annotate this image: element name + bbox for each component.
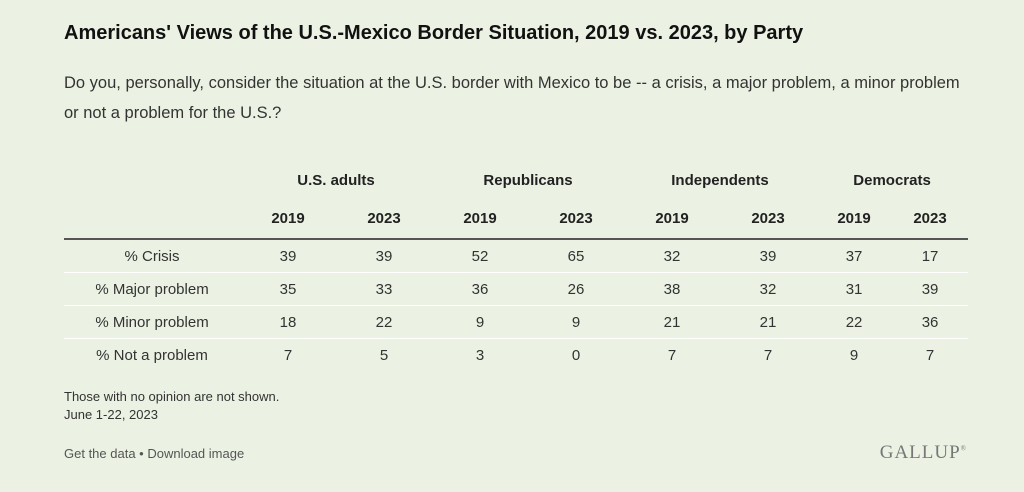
table-row-minor-problem: % Minor problem 18 22 9 9 21 21 22 36 <box>64 305 969 339</box>
chart-subtitle: Do you, personally, consider the situati… <box>64 74 960 122</box>
year-header: 2019 <box>432 198 529 240</box>
table-cell: 39 <box>240 239 336 273</box>
gallup-logo: GALLUP® <box>880 442 966 464</box>
table-row-major-problem: % Major problem 35 33 36 26 38 32 31 39 <box>64 272 969 306</box>
results-table: U.S. adults Republicans Independents Dem… <box>64 162 969 372</box>
table-row-crisis: % Crisis 39 39 52 65 32 39 37 17 <box>64 239 969 273</box>
table-cell: 9 <box>849 346 859 364</box>
row-label: % Major problem <box>64 272 240 306</box>
row-label: % Minor problem <box>64 305 240 339</box>
table-cell: 9 <box>528 305 625 339</box>
row-label: % Not a problem <box>96 346 208 364</box>
group-header-row: U.S. adults Republicans Independents Dem… <box>64 162 968 198</box>
group-header-republicans: Republicans <box>483 171 573 189</box>
link-separator: • <box>135 446 148 461</box>
table-cell: 31 <box>816 272 893 306</box>
get-data-link[interactable]: Get the data <box>64 446 136 461</box>
footnote-date: June 1-22, 2023 <box>64 407 158 422</box>
year-header: 2019 <box>624 198 721 240</box>
table-cell: 39 <box>892 272 969 306</box>
header-spacer <box>64 162 240 198</box>
year-header: 2019 <box>816 198 893 240</box>
table-cell: 39 <box>720 239 817 273</box>
table-cell: 36 <box>892 305 969 339</box>
year-header: 2023 <box>720 198 817 240</box>
table-cell: 33 <box>336 272 433 306</box>
group-header-us-adults: U.S. adults <box>297 171 375 189</box>
chart-title: Americans' Views of the U.S.-Mexico Bord… <box>64 22 804 44</box>
footnote: Those with no opinion are not shown. Jun… <box>64 388 279 424</box>
year-header: 2023 <box>528 198 625 240</box>
table-cell: 32 <box>624 239 721 273</box>
group-header-democrats: Democrats <box>853 171 931 189</box>
table-cell: 7 <box>667 346 677 364</box>
download-image-link[interactable]: Download image <box>147 446 245 461</box>
table-cell: 18 <box>240 305 336 339</box>
table-cell: 52 <box>432 239 529 273</box>
table-cell: 17 <box>892 239 969 273</box>
table-cell: 22 <box>816 305 893 339</box>
chart-links: Get the data • Download image <box>64 446 244 461</box>
table-cell: 21 <box>720 305 817 339</box>
table-cell: 32 <box>720 272 817 306</box>
table-cell: 7 <box>763 346 773 364</box>
registered-mark: ® <box>960 444 966 453</box>
logo-text: GALLUP <box>879 442 961 463</box>
table-cell: 37 <box>816 239 893 273</box>
table-cell: 26 <box>528 272 625 306</box>
table-cell: 38 <box>624 272 721 306</box>
table-cell: 35 <box>240 272 336 306</box>
group-header-independents: Independents <box>671 171 769 189</box>
row-label: % Crisis <box>64 239 240 273</box>
table-cell: 5 <box>379 346 389 364</box>
footnote-no-opinion: Those with no opinion are not shown. <box>64 389 280 404</box>
table-cell: 3 <box>475 346 485 364</box>
table-cell: 39 <box>336 239 433 273</box>
table-cell: 7 <box>925 346 935 364</box>
table-cell: 36 <box>432 272 529 306</box>
table-row-not-a-problem: % Not a problem 7 5 3 0 7 7 9 7 <box>64 339 968 372</box>
header-spacer <box>64 198 240 240</box>
table-cell: 0 <box>571 346 581 364</box>
table-cell: 21 <box>624 305 721 339</box>
table-cell: 9 <box>432 305 529 339</box>
year-header: 2019 <box>240 198 336 240</box>
table-cell: 65 <box>528 239 625 273</box>
year-header: 2023 <box>336 198 433 240</box>
year-header-row: 2019 2023 2019 2023 2019 2023 2019 2023 <box>64 198 969 240</box>
table-cell: 7 <box>283 346 293 364</box>
year-header: 2023 <box>892 198 969 240</box>
table-cell: 22 <box>336 305 433 339</box>
